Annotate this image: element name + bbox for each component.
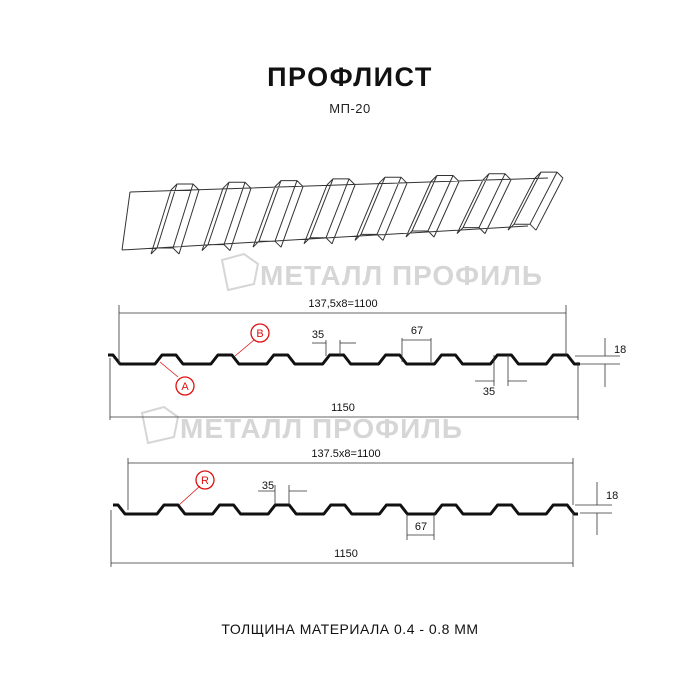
sheet-3d-view <box>121 171 564 255</box>
profile-line-2 <box>113 503 578 516</box>
marker-b <box>250 323 270 343</box>
bottom-width-label: 67 <box>415 521 427 533</box>
material-thickness-note: ТОЛЩИНА МАТЕРИАЛА 0.4 - 0.8 ММ <box>221 621 479 637</box>
profile-diagram-2: R 137.5x8=1100 1150 35 67 18 <box>110 448 618 567</box>
pitch-label: 137,5x8=1100 <box>308 298 377 310</box>
svg-text:R: R <box>201 475 209 487</box>
watermark-logo-1: МЕТАЛЛ ПРОФИЛЬ <box>220 252 543 292</box>
page-title: ПРОФЛИСТ <box>267 62 433 92</box>
svg-text:A: A <box>181 381 189 393</box>
bottom-width-label: 67 <box>411 325 423 337</box>
svg-text:МЕТАЛЛ ПРОФИЛЬ: МЕТАЛЛ ПРОФИЛЬ <box>260 260 543 291</box>
top-width-label: 35 <box>312 329 324 341</box>
marker-a <box>175 376 195 396</box>
profile-line-1 <box>108 353 580 366</box>
svg-text:МЕТАЛЛ ПРОФИЛЬ: МЕТАЛЛ ПРОФИЛЬ <box>180 413 463 444</box>
svg-text:B: B <box>256 328 263 340</box>
page-subtitle: МП-20 <box>329 101 371 116</box>
height-label: 18 <box>606 490 618 502</box>
width-label: 1150 <box>331 402 355 414</box>
pitch-label: 137.5x8=1100 <box>311 448 380 460</box>
watermark-logo-2: МЕТАЛЛ ПРОФИЛЬ <box>140 405 463 445</box>
marker-r <box>195 470 215 490</box>
sheet-3d-outline <box>121 171 564 255</box>
profile-diagram-1: A B 137,5x8=1100 1150 35 67 35 18 <box>108 298 626 420</box>
height-label: 18 <box>614 344 626 356</box>
width-label: 1150 <box>334 548 358 560</box>
top-width-label-2: 35 <box>483 386 495 398</box>
top-width-label: 35 <box>262 480 274 492</box>
